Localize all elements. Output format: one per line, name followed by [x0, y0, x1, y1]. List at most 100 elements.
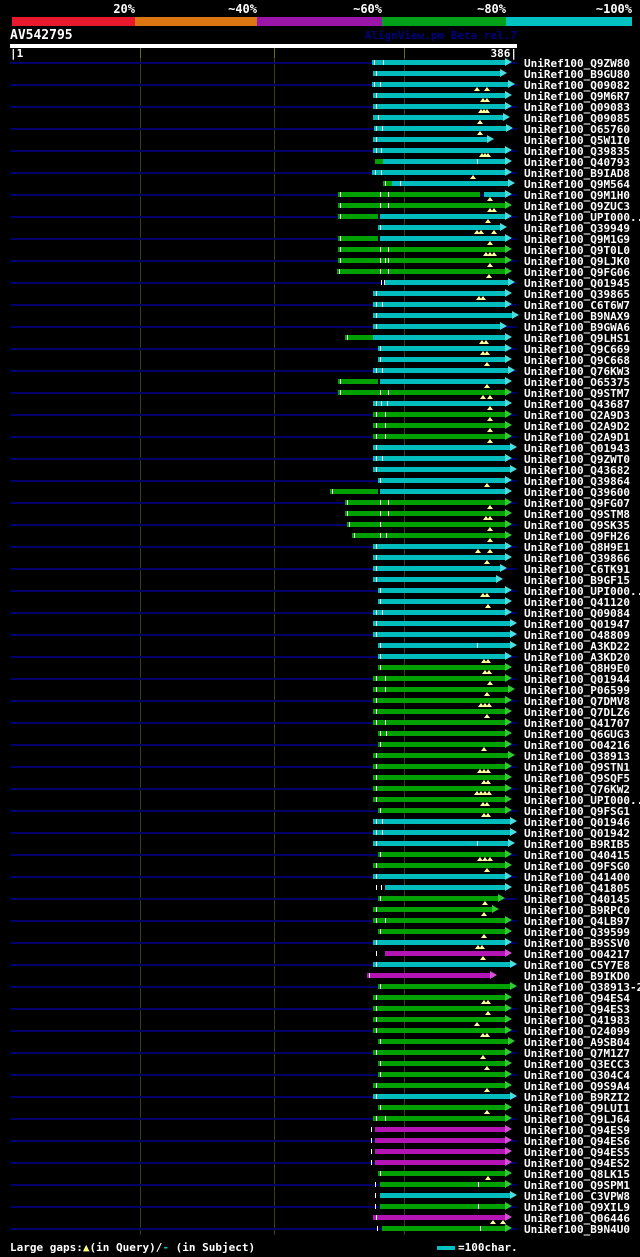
hit-bar[interactable]	[378, 742, 505, 747]
hit-label[interactable]: UniRef100_Q01945	[524, 277, 630, 290]
hit-label[interactable]: UniRef100_UPI000..	[524, 211, 640, 224]
hit-label[interactable]: UniRef100_A3KD20	[524, 651, 630, 664]
hit-label[interactable]: UniRef100_B9SSV0	[524, 937, 630, 950]
hit-bar[interactable]	[338, 192, 480, 197]
hit-bar[interactable]	[378, 1061, 505, 1066]
hit-label[interactable]: UniRef100_Q41120	[524, 596, 630, 609]
hit-label[interactable]: UniRef100_O65375	[524, 376, 630, 389]
hit-label[interactable]: UniRef100_Q39865	[524, 288, 630, 301]
hit-bar[interactable]	[352, 533, 505, 538]
hit-bar[interactable]	[373, 456, 505, 461]
hit-label[interactable]: UniRef100_Q3ECC3	[524, 1058, 630, 1071]
hit-label[interactable]: UniRef100_Q41805	[524, 882, 630, 895]
hit-bar[interactable]	[378, 665, 505, 670]
hit-bar[interactable]	[374, 126, 506, 131]
hit-bar[interactable]	[373, 71, 500, 76]
hit-label[interactable]: UniRef100_Q9STN1	[524, 761, 630, 774]
hit-label[interactable]: UniRef100_Q9M564	[524, 178, 630, 191]
hit-label[interactable]: UniRef100_B9RPC0	[524, 904, 630, 917]
hit-label[interactable]: UniRef100_Q39835	[524, 145, 630, 158]
hit-bar[interactable]	[372, 82, 508, 87]
hit-label[interactable]: UniRef100_Q9ZW80	[524, 57, 630, 70]
hit-label[interactable]: UniRef100_B9RIB5	[524, 838, 630, 851]
hit-bar[interactable]	[378, 731, 505, 736]
hit-bar[interactable]	[373, 995, 505, 1000]
hit-bar[interactable]	[373, 962, 510, 967]
hit-bar[interactable]	[345, 500, 505, 505]
hit-label[interactable]: UniRef100_Q39866	[524, 552, 630, 565]
hit-label[interactable]: UniRef100_Q8H9E1	[524, 541, 630, 554]
hit-bar[interactable]	[380, 236, 505, 241]
hit-bar[interactable]	[373, 797, 505, 802]
hit-bar[interactable]	[373, 698, 505, 703]
hit-bar[interactable]	[378, 588, 505, 593]
hit-bar[interactable]	[373, 291, 505, 296]
hit-bar[interactable]	[345, 335, 373, 340]
hit-bar[interactable]	[378, 852, 505, 857]
hit-bar[interactable]	[378, 1105, 505, 1110]
hit-label[interactable]: UniRef100_Q38913	[524, 750, 630, 763]
hit-bar[interactable]	[338, 390, 505, 395]
hit-label[interactable]: UniRef100_Q7DLZ6	[524, 706, 630, 719]
hit-label[interactable]: UniRef100_A3KD22	[524, 640, 630, 653]
hit-label[interactable]: UniRef100_Q9ZWT0	[524, 453, 630, 466]
hit-label[interactable]: UniRef100_C3VPW8	[524, 1190, 630, 1203]
hit-label[interactable]: UniRef100_Q2A9D2	[524, 420, 630, 433]
hit-label[interactable]: UniRef100_Q9SPM1	[524, 1179, 630, 1192]
hit-bar[interactable]	[385, 885, 505, 890]
hit-label[interactable]: UniRef100_Q38913-2	[524, 981, 640, 994]
hit-bar[interactable]	[392, 181, 508, 186]
hit-label[interactable]: UniRef100_Q09082	[524, 79, 630, 92]
hit-bar[interactable]	[373, 115, 503, 120]
hit-bar[interactable]	[373, 841, 508, 846]
hit-label[interactable]: UniRef100_Q40793	[524, 156, 630, 169]
hit-label[interactable]: UniRef100_Q9M1G9	[524, 233, 630, 246]
hit-bar[interactable]	[378, 643, 510, 648]
hit-label[interactable]: UniRef100_B9NAX9	[524, 310, 630, 323]
hit-label[interactable]: UniRef100_Q5W1I0	[524, 134, 630, 147]
hit-bar[interactable]	[373, 1017, 505, 1022]
hit-bar[interactable]	[373, 720, 505, 725]
hit-label[interactable]: UniRef100_Q2A9D1	[524, 431, 630, 444]
hit-label[interactable]: UniRef100_Q39600	[524, 486, 630, 499]
hit-bar[interactable]	[382, 1226, 505, 1231]
hit-bar[interactable]	[373, 401, 505, 406]
hit-bar[interactable]	[338, 379, 378, 384]
hit-label[interactable]: UniRef100_Q9C669	[524, 343, 630, 356]
hit-label[interactable]: UniRef100_A9SB04	[524, 1036, 630, 1049]
hit-label[interactable]: UniRef100_Q76KW3	[524, 365, 630, 378]
hit-bar[interactable]	[378, 896, 498, 901]
hit-bar[interactable]	[330, 489, 378, 494]
hit-bar[interactable]	[338, 258, 505, 263]
hit-label[interactable]: UniRef100_O65760	[524, 123, 630, 136]
hit-bar[interactable]	[373, 1006, 505, 1011]
hit-bar[interactable]	[378, 1072, 505, 1077]
hit-label[interactable]: UniRef100_Q9ZUC3	[524, 200, 630, 213]
hit-bar[interactable]	[378, 808, 505, 813]
hit-label[interactable]: UniRef100_Q9STM8	[524, 508, 630, 521]
hit-label[interactable]: UniRef100_Q40415	[524, 849, 630, 862]
hit-bar[interactable]	[373, 544, 505, 549]
hit-bar[interactable]	[373, 148, 505, 153]
hit-bar[interactable]	[383, 181, 392, 186]
hit-bar[interactable]	[373, 368, 508, 373]
hit-label[interactable]: UniRef100_Q40145	[524, 893, 630, 906]
hit-bar[interactable]	[373, 445, 510, 450]
hit-bar[interactable]	[373, 1215, 505, 1220]
hit-bar[interactable]	[373, 467, 510, 472]
hit-label[interactable]: UniRef100_Q304C4	[524, 1069, 630, 1082]
hit-bar[interactable]	[378, 1171, 505, 1176]
hit-bar[interactable]	[378, 984, 510, 989]
hit-bar[interactable]	[375, 159, 383, 164]
hit-label[interactable]: UniRef100_Q4LB97	[524, 915, 630, 928]
hit-bar[interactable]	[373, 709, 505, 714]
hit-bar[interactable]	[378, 346, 505, 351]
hit-label[interactable]: UniRef100_C5Y7E8	[524, 959, 630, 972]
hit-bar[interactable]	[373, 412, 505, 417]
hit-label[interactable]: UniRef100_Q6GUG3	[524, 728, 630, 741]
hit-label[interactable]: UniRef100_Q94ES5	[524, 1146, 630, 1159]
hit-label[interactable]: UniRef100_Q41400	[524, 871, 630, 884]
hit-bar[interactable]	[338, 203, 505, 208]
hit-bar[interactable]	[373, 1050, 505, 1055]
hit-bar[interactable]	[375, 1138, 505, 1143]
